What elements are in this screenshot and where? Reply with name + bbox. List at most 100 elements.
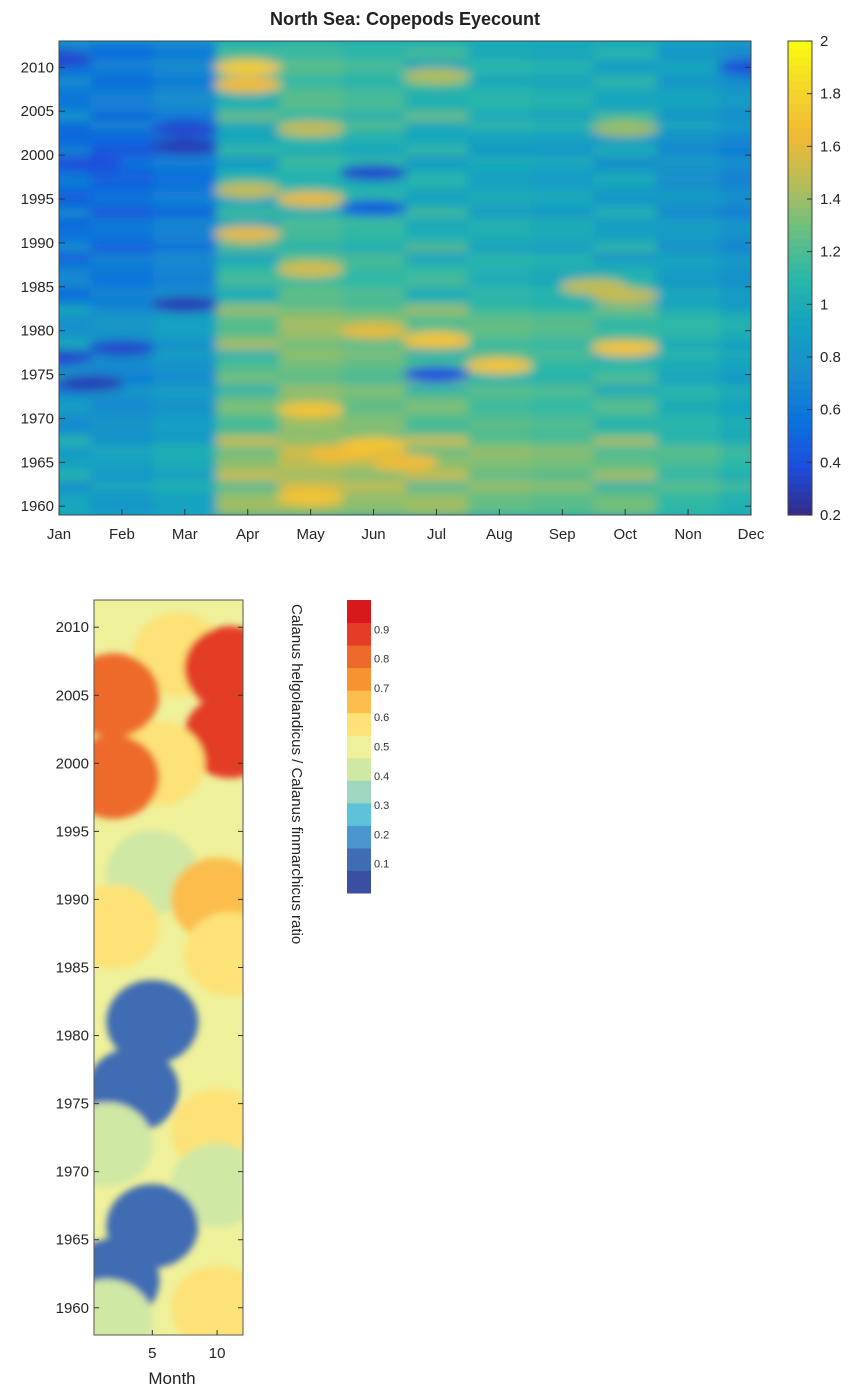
chart-1-cell: [216, 278, 281, 288]
chart-1-cell: [216, 146, 281, 157]
chart-2-colorbar-tick-label: 0.8: [374, 654, 389, 666]
chart-1-cell: [530, 348, 595, 358]
chart-1-cell: [530, 400, 595, 411]
chart-1-cell: [342, 93, 406, 104]
chart-1-cell: [90, 120, 155, 130]
chart-1-cell: [216, 128, 281, 139]
chart-2-region: [94, 734, 160, 819]
chart-1-cell: [405, 453, 469, 464]
chart-1-cell: [279, 84, 344, 95]
chart-1-cell: [593, 242, 658, 253]
chart-1-cell: [90, 418, 155, 429]
chart-1-y-tick-label: 2000: [21, 147, 54, 164]
chart-1-cell: [530, 102, 595, 113]
chart-1-cell: [593, 58, 658, 69]
chart-1-cell: [656, 427, 721, 437]
chart-1-cell: [405, 102, 469, 113]
chart-1-cell: [90, 84, 155, 95]
chart-1-cell: [216, 392, 281, 402]
chart-1-cell: [467, 181, 532, 192]
chart-2-y-tick-label: 1960: [56, 1300, 89, 1317]
chart-1-cell: [656, 181, 721, 192]
chart-1-cell: [530, 479, 595, 490]
chart-1-cell: [656, 330, 721, 341]
chart-2-region: [94, 1102, 153, 1187]
chart-1-cell: [467, 304, 532, 315]
chart-1-cell: [467, 286, 532, 297]
chart-1-x-tick-label: Oct: [614, 526, 638, 543]
chart-1-cell: [405, 348, 469, 358]
chart-1-cell: [90, 137, 155, 148]
chart-2-x-axis-label: Month: [148, 1369, 195, 1388]
chart-1-cell: [153, 234, 218, 244]
chart-1-cell: [216, 295, 281, 306]
chart-1-cell: [405, 269, 469, 279]
chart-1-cell: [405, 172, 469, 183]
chart-1-y-tick-label: 1970: [21, 410, 54, 427]
chart-1-cell: [342, 190, 406, 200]
chart-1-colorbar-segment: [788, 88, 812, 97]
chart-1-cell: [593, 427, 658, 437]
chart-2-colorbar-segment: [347, 712, 371, 736]
chart-1-colorbar-tick-label: 1.8: [820, 86, 841, 103]
chart-1-colorbar-tick-label: 0.8: [820, 349, 841, 366]
chart-1-cell: [405, 497, 469, 508]
chart-1-colorbar-segment: [788, 428, 812, 437]
chart-1-cell: [153, 330, 218, 341]
chart-2-colorbar-tick-label: 0.2: [374, 829, 389, 841]
chart-1-cell: [153, 286, 218, 297]
chart-1-cell: [405, 155, 469, 165]
chart-1-cell: [90, 146, 155, 157]
chart-1-spot: [339, 436, 408, 453]
chart-1-cell: [719, 120, 751, 130]
chart-1-cell: [90, 242, 155, 253]
chart-2-y-tick-label: 2000: [56, 755, 89, 772]
chart-1-cell: [530, 374, 595, 385]
chart-1-colorbar-segment: [788, 317, 812, 326]
chart-1-cell: [530, 453, 595, 464]
chart-1-cell: [216, 207, 281, 218]
chart-1-spot: [213, 76, 282, 93]
chart-1-cell: [719, 278, 751, 288]
chart-1-cell: [593, 155, 658, 165]
chart-1-colorbar-segment: [788, 214, 812, 224]
chart-1-cell: [342, 278, 406, 288]
chart-1-cell: [342, 339, 406, 350]
chart-2-y-tick-label: 2010: [56, 619, 89, 636]
chart-1-spot: [213, 182, 282, 199]
chart-1-cell: [59, 190, 92, 200]
chart-1-cell: [719, 436, 751, 446]
chart-1-cell: [719, 84, 751, 95]
chart-1-cell: [153, 444, 218, 455]
chart-2-y-tick-label: 2005: [56, 687, 89, 704]
chart-1-cell: [656, 58, 721, 69]
chart-1-cell: [467, 488, 532, 499]
chart-1-colorbar-segment: [788, 159, 812, 168]
chart-1-cell: [342, 357, 406, 367]
chart-1-cell: [216, 321, 281, 332]
chart-1-cell: [153, 400, 218, 411]
chart-1-cell: [593, 374, 658, 385]
chart-1-cell: [656, 444, 721, 455]
chart-1-cell: [593, 444, 658, 455]
chart-1-colorbar-segment: [788, 262, 812, 271]
chart-1-cell: [153, 462, 218, 473]
chart-1-cell: [90, 427, 155, 437]
chart-1-cell: [216, 348, 281, 358]
chart-1-cell: [656, 93, 721, 104]
chart-1-cell: [153, 313, 218, 323]
chart-1-colorbar-segment: [788, 467, 812, 477]
chart-1-cell: [656, 67, 721, 78]
chart-1-cell: [90, 330, 155, 341]
chart-1-x-tick-label: Non: [674, 526, 702, 543]
chart-1-spot: [402, 331, 471, 348]
chart-1-spot: [59, 155, 125, 172]
chart-1-cell: [467, 102, 532, 113]
chart-1-cell: [90, 111, 155, 121]
chart-2-region: [94, 1279, 153, 1335]
chart-1-cell: [342, 242, 406, 253]
chart-1-cell: [405, 278, 469, 288]
chart-1-cell: [342, 304, 406, 315]
chart-1-cell: [153, 453, 218, 464]
chart-1-cell: [719, 488, 751, 499]
